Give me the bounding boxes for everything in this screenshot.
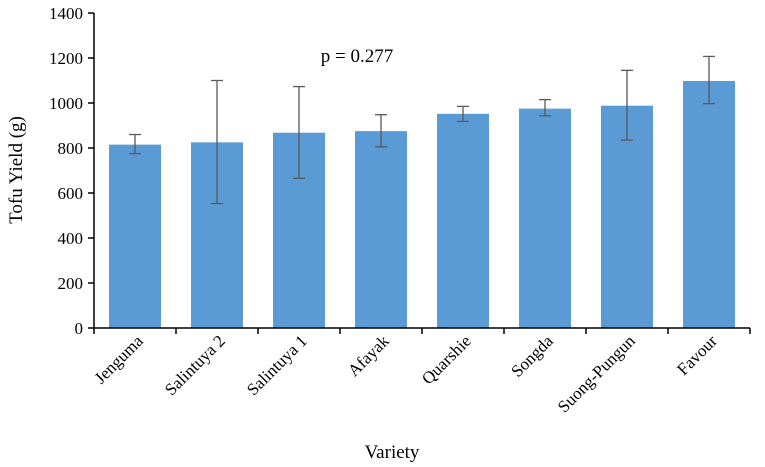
x-tick-label: Songda: [507, 331, 557, 381]
x-ticks-layer: Jenguma Salintuya 2 Salintuya 1 Afayak Quars…: [91, 328, 751, 416]
x-tick-label: Quarshie: [418, 331, 475, 388]
error-bar: [129, 133, 141, 155]
y-tick-label: 1200: [49, 49, 83, 68]
x-tick-label: Afayak: [344, 331, 393, 380]
y-tick-label: 600: [58, 184, 84, 203]
x-tick-label: Salintuya 2: [161, 331, 229, 399]
error-bars-layer: [129, 55, 715, 205]
bar-quarshie: [437, 113, 489, 328]
x-tick-label: Suong-Pungun: [554, 331, 639, 416]
bar-suong-pungun: [601, 105, 653, 328]
y-tick-label: 400: [58, 229, 84, 248]
bar-jenguma: [109, 144, 161, 328]
error-bar: [539, 98, 551, 117]
x-tick-label: Favour: [673, 331, 721, 379]
error-bar: [621, 69, 633, 141]
bar-favour: [683, 80, 735, 328]
x-tick-label: Jenguma: [91, 331, 147, 387]
y-tick-label: 200: [58, 274, 84, 293]
x-tick-label: Salintuya 1: [243, 331, 311, 399]
bar-songda: [519, 108, 571, 328]
bars-layer: [109, 80, 735, 328]
error-bar: [457, 105, 469, 123]
x-axis-title: Variety: [365, 442, 420, 463]
y-tick-label: 1000: [49, 94, 83, 113]
y-ticks-layer: 0 200 400 600 800 1000 1200 1400: [49, 4, 94, 338]
p-value-annotation: p = 0.277: [321, 46, 393, 67]
y-tick-label: 1400: [49, 4, 83, 23]
error-bar: [211, 79, 223, 205]
y-tick-label: 800: [58, 139, 84, 158]
error-bar: [293, 85, 305, 180]
y-tick-label: 0: [75, 319, 84, 338]
error-bar: [703, 55, 715, 105]
bar-afayak: [355, 131, 407, 328]
y-axis-title: Tofu Yield (g): [6, 116, 27, 224]
error-bar: [375, 114, 387, 148]
